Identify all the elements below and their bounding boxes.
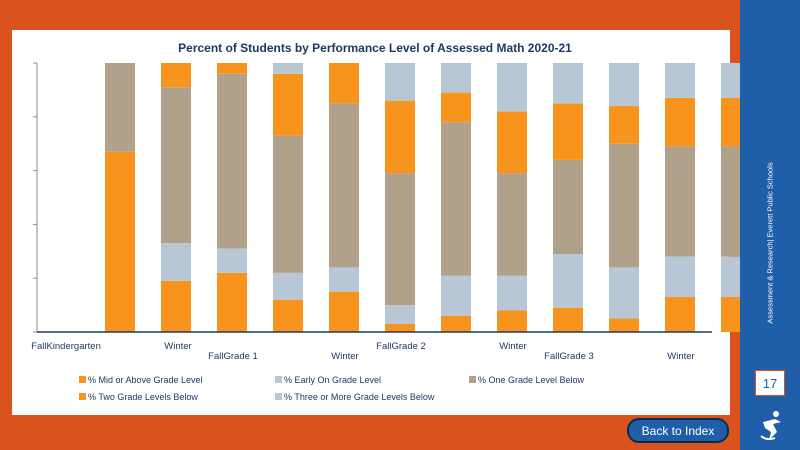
legend-label: % Three or More Grade Levels Below	[284, 392, 435, 402]
back-to-index-button[interactable]: Back to Index	[627, 418, 729, 443]
bar-segment	[609, 143, 639, 268]
bar-segment	[497, 111, 527, 174]
bar-segment	[217, 73, 247, 249]
bar-segment	[497, 173, 527, 276]
bar-segment	[273, 272, 303, 300]
bar-segment	[161, 280, 191, 332]
bar-segment	[609, 318, 639, 332]
legend-swatch	[275, 393, 282, 400]
bar-segment	[441, 275, 471, 316]
bar-segment	[553, 159, 583, 254]
bar-segment	[665, 63, 695, 98]
bar-segment	[609, 267, 639, 319]
x-tick-label: FallGrade 1	[208, 351, 258, 362]
bar-segment	[217, 248, 247, 273]
bar-segment	[553, 307, 583, 332]
x-tick-label: FallGrade 3	[544, 351, 594, 362]
bar-segment	[161, 243, 191, 281]
bar-segment	[273, 299, 303, 332]
bar-segment	[105, 63, 135, 152]
x-tick-label: FallGrade 2	[376, 341, 426, 352]
legend-swatch	[79, 393, 86, 400]
bar-segment	[609, 106, 639, 144]
bar-segment	[441, 315, 471, 332]
bar-segment	[665, 256, 695, 298]
bar-segment	[273, 73, 303, 136]
bar-segment	[273, 63, 303, 74]
bar-segment	[497, 310, 527, 332]
x-tick-label: Winter	[164, 341, 191, 352]
bar-segment	[217, 63, 247, 74]
legend-swatch	[275, 376, 282, 383]
school-logo-icon	[760, 411, 781, 441]
bar-segment	[385, 63, 415, 101]
bar-segment	[665, 146, 695, 257]
x-tick-label: Winter	[331, 351, 358, 362]
bar-segment	[217, 272, 247, 332]
legend-swatch	[469, 376, 476, 383]
x-tick-label: Winter	[499, 341, 526, 352]
bar-segment	[385, 323, 415, 332]
chart-title: Percent of Students by Performance Level…	[178, 41, 572, 55]
bar-segment	[497, 63, 527, 112]
bar-segment	[273, 135, 303, 273]
legend-label: % Early On Grade Level	[284, 375, 381, 385]
bar-segment	[441, 63, 471, 93]
bar-segment	[553, 103, 583, 160]
bar-segment	[385, 173, 415, 306]
bar-segment	[329, 63, 359, 104]
sidebar-caption: Assessment & Research| Everett Public Sc…	[765, 162, 775, 324]
legend-label: % Mid or Above Grade Level	[88, 375, 203, 385]
bar-segment	[329, 103, 359, 268]
bar-segment	[329, 291, 359, 332]
bar-segment	[497, 275, 527, 311]
bar-segment	[385, 100, 415, 174]
legend-label: % One Grade Level Below	[478, 375, 585, 385]
bar-segment	[161, 63, 191, 88]
bar-segment	[665, 297, 695, 332]
legend-label: % Two Grade Levels Below	[88, 392, 198, 402]
bar-segment	[161, 87, 191, 244]
bar-segment	[441, 92, 471, 123]
bar-segment	[105, 151, 135, 332]
legend-swatch	[79, 376, 86, 383]
x-tick-label: FallKindergarten	[31, 341, 101, 352]
x-tick-label: Winter	[667, 351, 694, 362]
bar-segment	[665, 97, 695, 147]
bar-segment	[553, 63, 583, 104]
bar-segment	[441, 122, 471, 276]
page-number: 17	[755, 370, 785, 396]
bar-segment	[609, 63, 639, 107]
bar-segment	[385, 305, 415, 324]
bar-segment	[329, 267, 359, 292]
bar-segment	[553, 253, 583, 308]
